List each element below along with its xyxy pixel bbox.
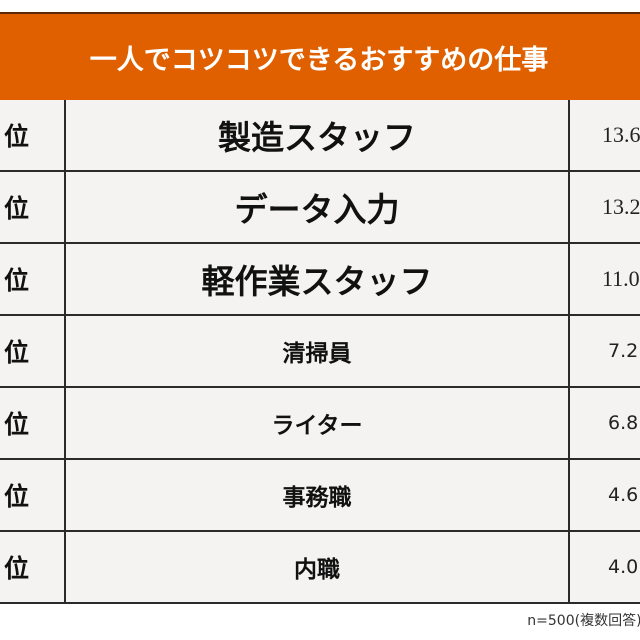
rank-cell: 位 <box>0 388 64 458</box>
table-row: 位 清掃員 7.2 <box>0 316 640 388</box>
rank-label: 位 <box>3 122 29 151</box>
table-row: 位 データ入力 13.2 <box>0 172 640 244</box>
percent-cell: 13.6 <box>568 100 640 170</box>
table-title: 一人でコツコツできるおすすめの仕事 <box>89 45 549 76</box>
table-row: 位 ライター 6.8 <box>0 388 640 460</box>
job-cell: 清掃員 <box>64 316 568 386</box>
percent-cell: 4.6 <box>568 460 640 530</box>
job-cell: 事務職 <box>64 460 568 530</box>
table-row: 位 軽作業スタッフ 11.0 <box>0 244 640 316</box>
rank-cell: 位 <box>0 460 64 530</box>
sample-size-note: n=500(複数回答). <box>527 613 640 629</box>
rank-cell: 位 <box>0 532 64 602</box>
percent-cell: 11.0 <box>568 244 640 314</box>
job-cell: 軽作業スタッフ <box>64 244 568 314</box>
rank-label: 位 <box>3 194 29 223</box>
job-cell: 内職 <box>64 532 568 602</box>
rank-label: 位 <box>3 554 29 583</box>
table-row: 位 内職 4.0 <box>0 532 640 604</box>
table-header: 一人でコツコツできるおすすめの仕事 <box>0 12 640 100</box>
rank-cell: 位 <box>0 316 64 386</box>
job-cell: データ入力 <box>64 172 568 242</box>
rank-cell: 位 <box>0 172 64 242</box>
percent-cell: 6.8 <box>568 388 640 458</box>
rank-label: 位 <box>3 266 29 295</box>
rank-label: 位 <box>3 410 29 439</box>
rank-cell: 位 <box>0 100 64 170</box>
percent-cell: 13.2 <box>568 172 640 242</box>
job-cell: ライター <box>64 388 568 458</box>
table-row: 位 製造スタッフ 13.6 <box>0 100 640 172</box>
percent-cell: 7.2 <box>568 316 640 386</box>
job-cell: 製造スタッフ <box>64 100 568 170</box>
percent-cell: 4.0 <box>568 532 640 602</box>
table-row: 位 事務職 4.6 <box>0 460 640 532</box>
rank-cell: 位 <box>0 244 64 314</box>
rank-label: 位 <box>3 482 29 511</box>
rank-label: 位 <box>3 338 29 367</box>
